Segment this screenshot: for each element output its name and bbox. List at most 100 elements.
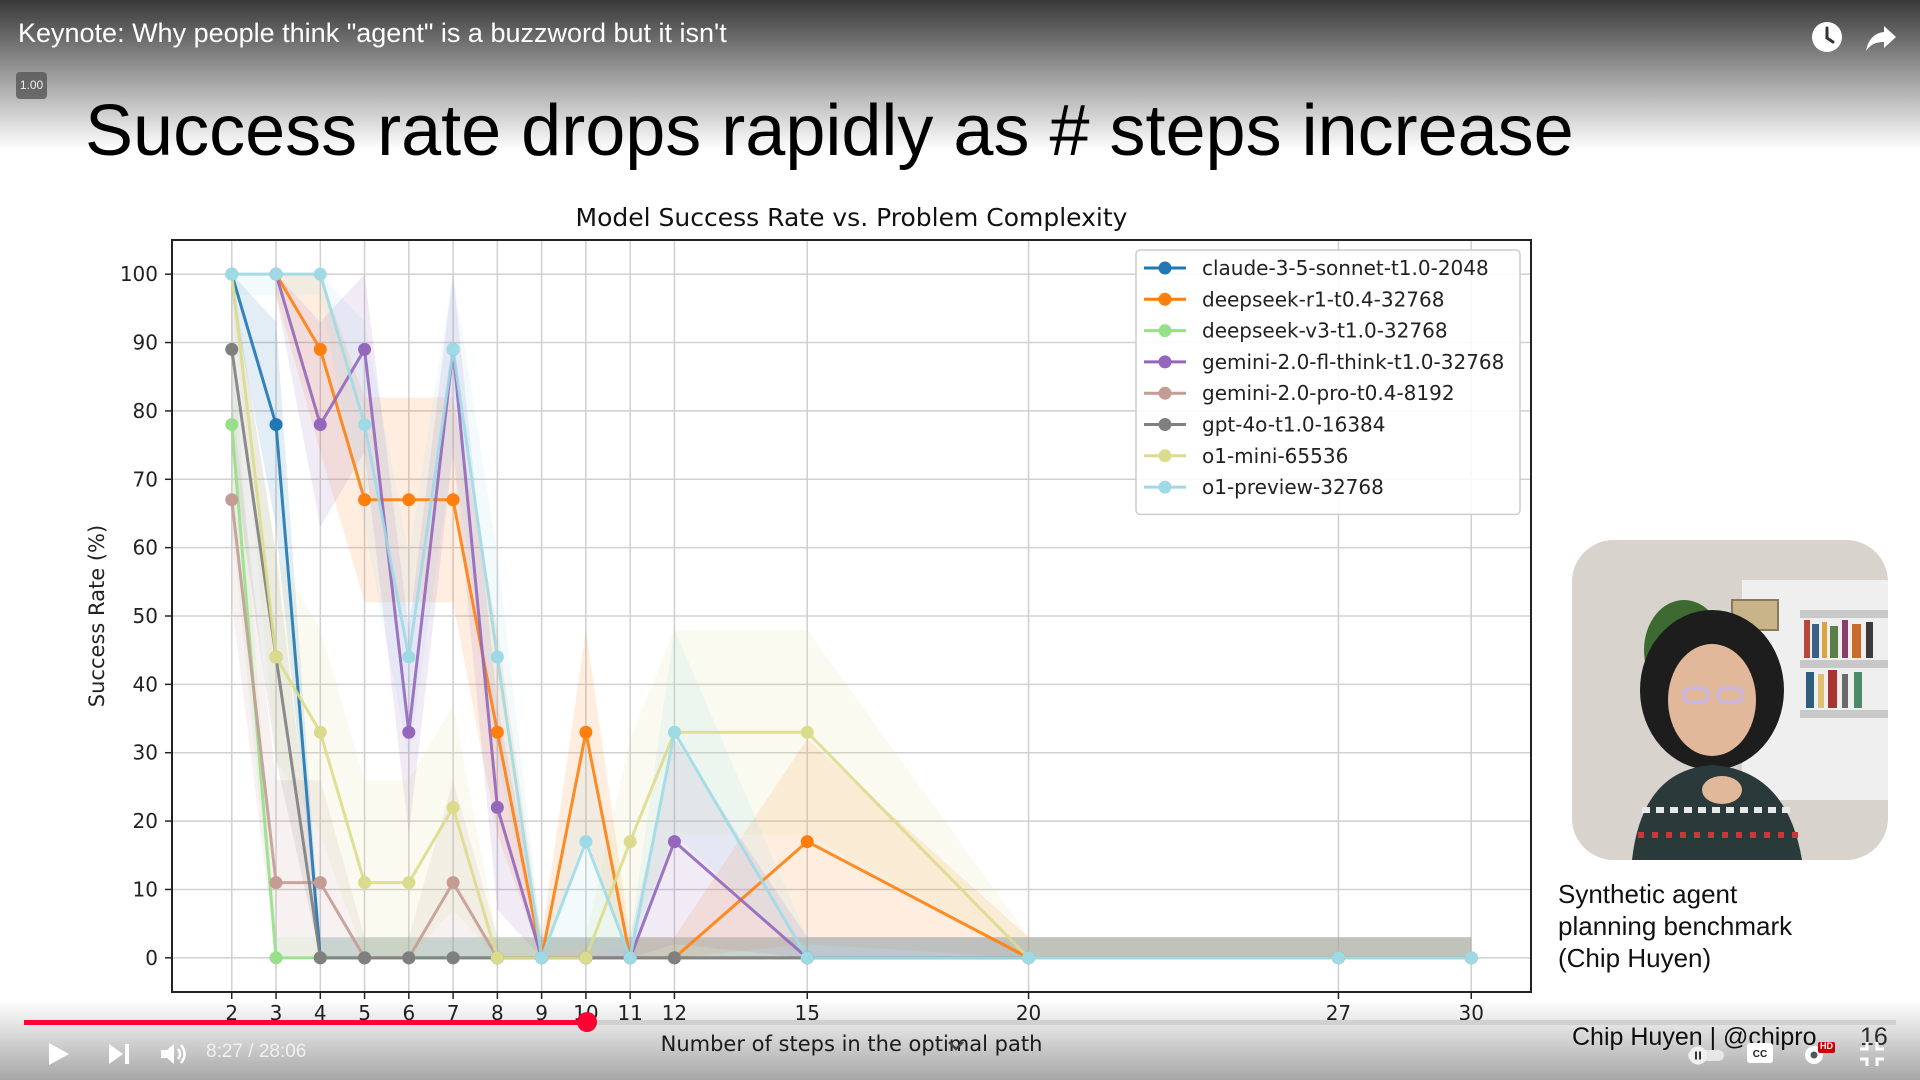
watch-later-icon[interactable] [1808, 18, 1846, 56]
data-point [358, 951, 372, 965]
progress-played [24, 1020, 588, 1025]
x-tick-label: 9 [535, 1001, 548, 1025]
video-title[interactable]: Keynote: Why people think "agent" is a b… [18, 18, 727, 48]
data-point [1464, 951, 1478, 965]
data-point [313, 342, 327, 356]
slide-number: 16 [1860, 1023, 1888, 1051]
play-icon [49, 1043, 69, 1065]
data-point [623, 835, 637, 849]
data-point [313, 876, 327, 890]
data-point [446, 876, 460, 890]
legend-marker [1158, 449, 1172, 463]
y-tick-label: 50 [133, 604, 158, 628]
data-point [800, 951, 814, 965]
data-point [490, 650, 504, 664]
autoplay-toggle-icon [1688, 1046, 1724, 1065]
legend-entry: o1-preview-32768 [1202, 475, 1384, 499]
data-point [313, 267, 327, 281]
caption-line: Synthetic agent [1558, 879, 1738, 909]
legend-marker [1158, 480, 1172, 494]
data-point [667, 835, 681, 849]
time-display: 8:27 / 28:06 [206, 1041, 307, 1062]
x-axis-label: Number of steps in the optimal path [661, 1032, 1043, 1056]
slide-caption: Synthetic agent planning benchmark (Chip… [1558, 878, 1792, 974]
legend-entry: deepseek-v3-t1.0-32768 [1202, 319, 1448, 343]
chevron-down-icon[interactable] [946, 1038, 966, 1057]
data-point [402, 650, 416, 664]
data-point [402, 493, 416, 507]
autoplay-toggle[interactable] [1686, 1044, 1726, 1070]
legend-marker [1158, 386, 1172, 400]
y-tick-label: 60 [133, 536, 158, 560]
data-point [402, 725, 416, 739]
data-point [225, 418, 239, 432]
legend-marker [1158, 324, 1172, 338]
progress-bar[interactable] [24, 1012, 1896, 1032]
data-point [358, 876, 372, 890]
next-button[interactable] [106, 1042, 132, 1070]
legend-marker [1158, 292, 1172, 306]
y-tick-label: 20 [133, 809, 158, 833]
data-point [402, 876, 416, 890]
y-tick-label: 10 [133, 877, 158, 901]
chart-title: Model Success Rate vs. Problem Complexit… [576, 203, 1128, 232]
data-point [358, 493, 372, 507]
legend-marker [1158, 261, 1172, 275]
exit-fullscreen-button[interactable] [1858, 1040, 1886, 1072]
legend-marker [1158, 355, 1172, 369]
legend-entry: gemini-2.0-pro-t0.4-8192 [1202, 381, 1455, 405]
data-point [358, 342, 372, 356]
data-point [490, 800, 504, 814]
data-point [313, 418, 327, 432]
x-tick-label: 8 [491, 1001, 504, 1025]
settings-button[interactable]: HD [1800, 1040, 1836, 1072]
data-point [667, 951, 681, 965]
volume-button[interactable] [158, 1040, 188, 1072]
data-point [579, 951, 593, 965]
data-point [1022, 951, 1036, 965]
exit-fullscreen-icon [1860, 1042, 1884, 1066]
legend-marker [1158, 418, 1172, 431]
captions-button[interactable]: CC [1746, 1042, 1774, 1068]
data-point [446, 800, 460, 814]
caption-line: planning benchmark [1558, 911, 1793, 941]
x-tick-label: 5 [358, 1001, 371, 1025]
captions-icon: CC [1747, 1043, 1773, 1063]
y-tick-label: 70 [133, 467, 158, 491]
data-point [800, 725, 814, 739]
y-tick-label: 30 [133, 741, 158, 765]
play-button[interactable] [44, 1040, 72, 1072]
data-point [269, 650, 283, 664]
x-tick-label: 4 [314, 1001, 327, 1025]
data-point [269, 418, 283, 432]
legend-entry: o1-mini-65536 [1202, 444, 1348, 468]
y-tick-label: 100 [120, 262, 158, 286]
data-point [623, 951, 637, 965]
progress-scrubber[interactable] [577, 1012, 598, 1032]
caption-line: (Chip Huyen) [1558, 943, 1712, 973]
data-point [667, 725, 681, 739]
data-point [313, 951, 327, 965]
data-point [225, 342, 239, 356]
volume-icon [161, 1044, 186, 1064]
data-point [1331, 951, 1345, 965]
y-tick-label: 0 [145, 946, 158, 970]
data-point [446, 342, 460, 356]
data-point [446, 951, 460, 965]
y-axis-label: Success Rate (%) [85, 525, 109, 707]
hd-badge: HD [1820, 1041, 1833, 1051]
x-tick-label: 7 [447, 1001, 460, 1025]
data-point [579, 835, 593, 849]
share-icon[interactable] [1862, 18, 1900, 56]
speaker-webcam [1572, 540, 1888, 860]
y-tick-label: 80 [133, 399, 158, 423]
x-tick-label: 6 [402, 1001, 415, 1025]
slide-credit: Chip Huyen | @chipro [1572, 1023, 1817, 1051]
legend-entry: gpt-4o-t1.0-16384 [1202, 413, 1386, 437]
data-point [446, 493, 460, 507]
next-icon [109, 1044, 129, 1064]
series-line [274, 273, 1472, 960]
legend-entry: gemini-2.0-fl-think-t1.0-32768 [1202, 350, 1504, 374]
svg-text:CC: CC [1753, 1049, 1767, 1060]
